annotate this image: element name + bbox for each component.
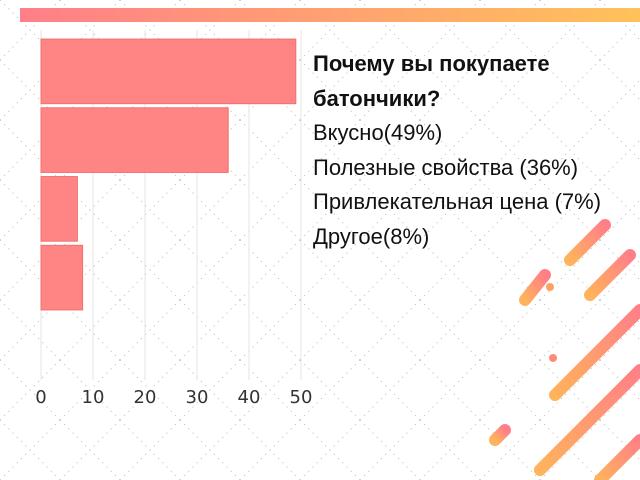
decoration-dot <box>549 354 557 362</box>
x-tick-label: 30 <box>186 387 209 408</box>
x-tick-label: 0 <box>35 387 46 408</box>
legend-entry: Полезные свойства (36%) <box>313 154 579 180</box>
legend-entry: Вкусно(49%) <box>313 120 443 145</box>
x-tick-label: 50 <box>290 387 313 408</box>
x-tick-label: 10 <box>82 387 105 408</box>
bar <box>40 176 78 242</box>
chart-title: Почему вы покупаете батончики? <box>313 51 550 111</box>
bar <box>40 38 297 105</box>
bar <box>40 244 84 311</box>
decoration <box>489 219 640 480</box>
legend-entry: Другое(8%) <box>313 223 430 249</box>
legend: Почему вы покупаете батончики? Вкусно(49… <box>313 47 635 254</box>
x-tick-label: 20 <box>134 387 157 408</box>
x-tick-label: 40 <box>238 387 261 408</box>
header-stripe <box>20 8 640 22</box>
decoration-dot <box>546 283 554 291</box>
bar <box>40 107 229 173</box>
legend-entry: Привлекательная цена (7%) <box>313 189 602 214</box>
